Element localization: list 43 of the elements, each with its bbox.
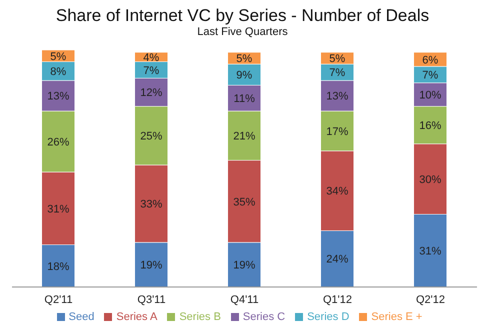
data-label: 10% [419, 89, 442, 102]
data-label: 18% [47, 260, 70, 273]
data-label: 19% [140, 260, 162, 272]
data-label: 5% [236, 53, 252, 66]
data-label: 33% [140, 198, 162, 211]
legend-label: Seed [68, 311, 94, 323]
data-label: 7% [329, 67, 346, 80]
chart-subtitle: Last Five Quarters [196, 26, 289, 38]
data-label: 8% [50, 66, 66, 78]
data-label: 34% [326, 186, 348, 198]
legend-label: Series B [179, 311, 221, 323]
data-label: 13% [47, 90, 70, 103]
data-label: 24% [326, 254, 348, 266]
legend-label: Series C [242, 311, 286, 323]
data-label: 9% [236, 70, 252, 82]
data-label: 21% [233, 130, 256, 143]
data-label: 5% [329, 53, 346, 66]
x-tick-label: Q2'11 [44, 294, 73, 306]
legend-label: Series E + [371, 311, 422, 323]
data-label: 7% [422, 70, 438, 82]
data-label: 31% [47, 203, 70, 216]
data-label: 4% [143, 52, 160, 64]
x-tick-label: Q3'11 [137, 294, 166, 306]
data-label: 12% [140, 87, 162, 100]
x-tick-label: Q4'11 [230, 294, 259, 306]
data-label: 13% [326, 90, 348, 103]
data-label: 19% [233, 260, 256, 272]
x-tick-label: Q2'12 [416, 294, 446, 306]
legend-label: Series A [116, 311, 158, 323]
legend-label: Series D [307, 311, 350, 323]
data-label: 7% [143, 64, 160, 77]
x-tick-label: Q1'12 [322, 294, 352, 306]
data-label: 16% [419, 120, 442, 132]
chart-title: Share of Internet VC by Series - Number of Deals [54, 6, 430, 26]
data-label: 17% [326, 126, 348, 138]
data-label: 5% [50, 50, 66, 63]
data-label: 25% [140, 130, 162, 143]
data-label: 30% [419, 174, 442, 186]
data-label: 26% [47, 136, 70, 148]
data-label: 35% [233, 196, 256, 208]
data-label: 6% [422, 54, 438, 66]
data-label: 11% [234, 93, 256, 106]
data-label: 31% [419, 246, 442, 258]
